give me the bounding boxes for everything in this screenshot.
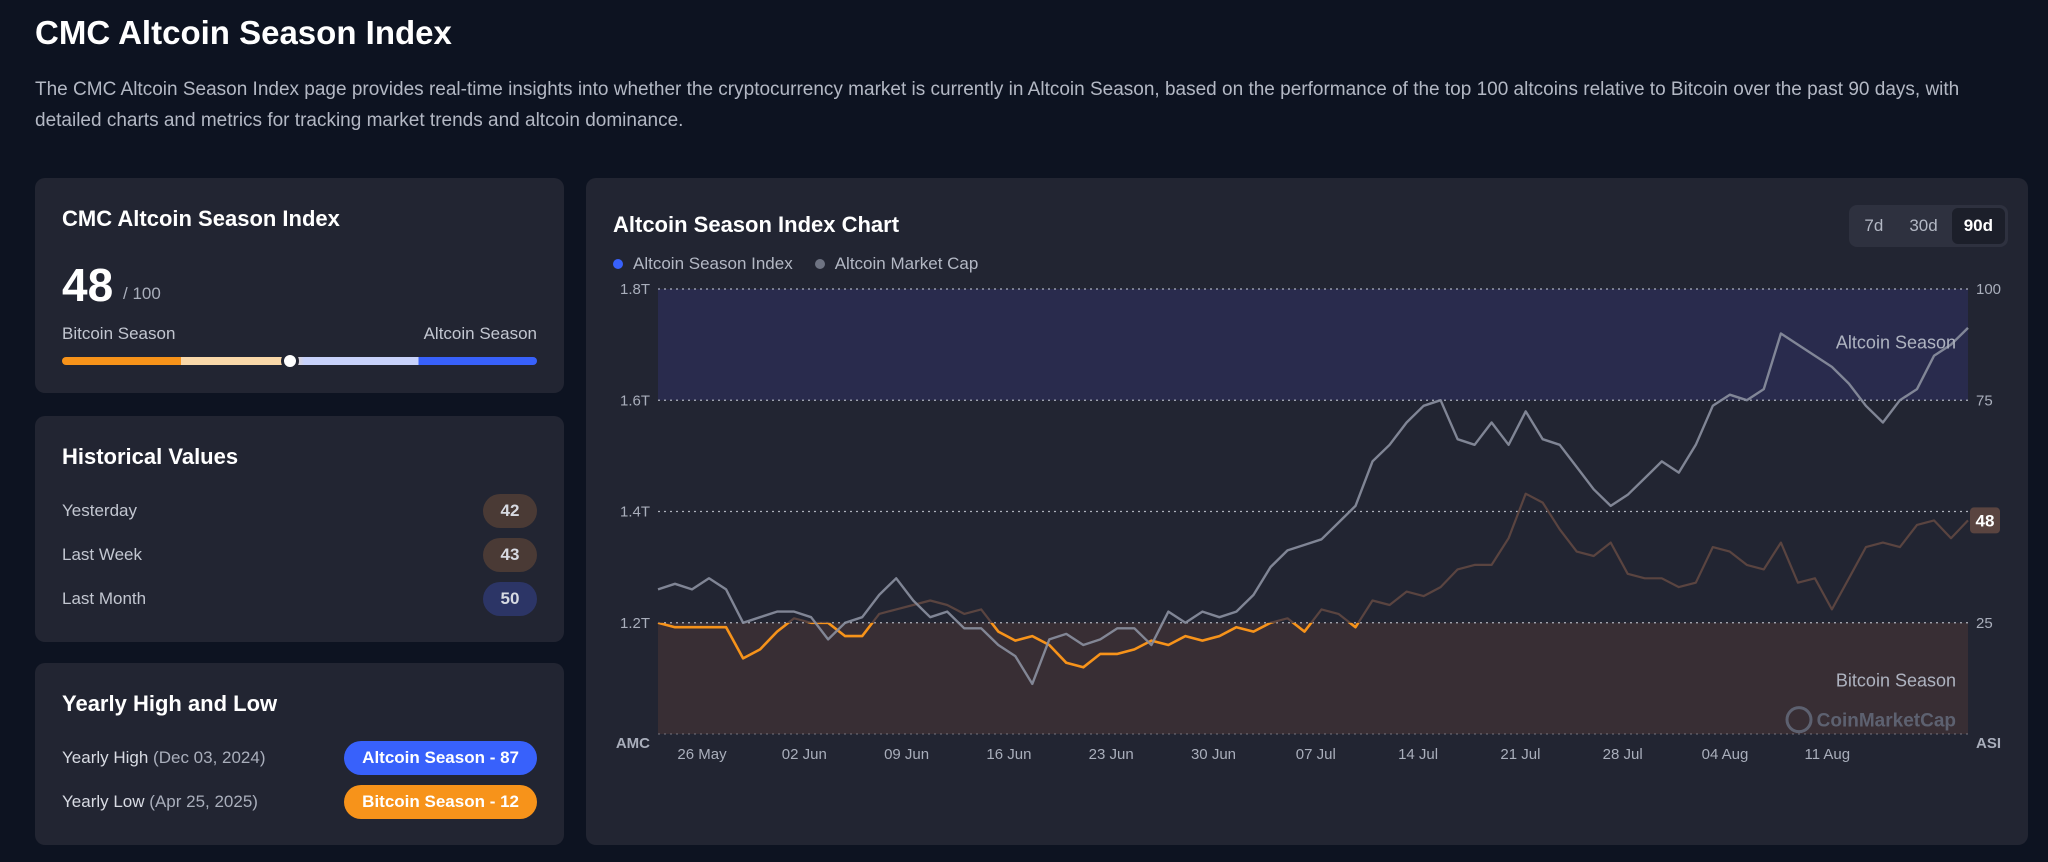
chart-title: Altcoin Season Index Chart <box>613 212 900 237</box>
x-tick-label: 26 May <box>677 746 727 763</box>
x-tick-label: 23 Jun <box>1089 746 1134 763</box>
legend-item-marketcap[interactable]: Altcoin Market Cap <box>814 254 979 274</box>
x-tick-label: 16 Jun <box>986 746 1031 763</box>
y-right-tick-label: 75 <box>1976 392 1993 409</box>
history-row-yesterday: Yesterday 42 <box>62 494 537 530</box>
yearly-low-label: Yearly Low (Apr 25, 2025) <box>62 792 258 812</box>
yearly-high-date: (Dec 03, 2024) <box>153 748 266 767</box>
x-tick-label: 30 Jun <box>1191 746 1236 763</box>
tab-7d[interactable]: 7d <box>1864 216 1884 235</box>
y-left-tick-label: 1.6T <box>620 392 650 409</box>
x-tick-label: 02 Jun <box>782 746 827 763</box>
history-badge: 43 <box>483 538 537 572</box>
yearly-high-badge: Altcoin Season - 87 <box>344 741 537 775</box>
historical-card: Historical Values Yesterday 42 Last Week… <box>35 416 564 642</box>
bitcoin-season-zone-label: Bitcoin Season <box>1836 671 1956 691</box>
market-cap-line <box>657 327 1969 686</box>
page-description: The CMC Altcoin Season Index page provid… <box>35 79 1960 131</box>
yearly-low-badge: Bitcoin Season - 12 <box>344 785 537 819</box>
history-badge: 50 <box>483 582 537 616</box>
y-left-tick-label: 1.2T <box>620 615 650 632</box>
y-left-tick-label: 1.8T <box>620 281 650 298</box>
y-right-tick-label: 100 <box>1976 281 2001 298</box>
bitcoin-season-zone <box>658 622 1968 734</box>
left-axis-title: AMC <box>616 735 650 752</box>
legend-dot-index <box>613 259 623 269</box>
chart-card: 1.8T 1.6T 1.4T 1.2T 100 75 25 AMC ASI 26 May 02 Ju… <box>586 178 2028 845</box>
historical-title: Historical Values <box>62 444 239 469</box>
tab-30d[interactable]: 30d <box>1909 216 1938 235</box>
gauge-label-bitcoin: Bitcoin Season <box>62 324 176 343</box>
chart-legend: Altcoin Season Index Altcoin Market Cap <box>613 254 978 274</box>
history-badge: 42 <box>483 494 537 528</box>
x-tick-label: 09 Jun <box>884 746 929 763</box>
index-card-title: CMC Altcoin Season Index <box>62 206 340 231</box>
current-value-label: 48 <box>1976 511 1995 530</box>
yearly-high-text: Yearly High <box>62 748 149 767</box>
index-card: CMC Altcoin Season Index 48 / 100 Bitcoi… <box>35 178 564 393</box>
gauge-knob <box>281 352 299 370</box>
history-label: Last Week <box>62 545 143 564</box>
y-left-tick-label: 1.4T <box>620 504 650 521</box>
history-row-last-month: Last Month 50 <box>62 582 537 618</box>
x-tick-label: 11 Aug <box>1804 746 1850 763</box>
history-label: Yesterday <box>62 501 137 520</box>
x-tick-label: 07 Jul <box>1296 746 1336 763</box>
x-tick-label: 04 Aug <box>1702 746 1749 763</box>
right-axis-title: ASI <box>1976 735 2001 752</box>
yearly-low-text: Yearly Low <box>62 792 145 811</box>
page-title: CMC Altcoin Season Index <box>35 14 452 51</box>
yearly-high-row: Yearly High (Dec 03, 2024) Altcoin Seaso… <box>62 741 537 775</box>
yearly-card: Yearly High and Low Yearly High (Dec 03,… <box>35 663 564 845</box>
current-value-badge <box>1970 507 2000 534</box>
index-max: / 100 <box>123 284 161 303</box>
x-tick-label: 28 Jul <box>1603 746 1643 763</box>
history-label: Last Month <box>62 589 147 608</box>
yearly-high-label: Yearly High (Dec 03, 2024) <box>62 748 266 768</box>
legend-label-index: Altcoin Season Index <box>633 254 793 273</box>
history-row-last-week: Last Week 43 <box>62 538 537 574</box>
y-right-tick-label: 25 <box>1976 615 1993 632</box>
x-tick-label: 21 Jul <box>1500 746 1540 763</box>
range-tabs: 7d 30d 90d <box>1849 205 2008 247</box>
legend-dot-marketcap <box>814 259 825 269</box>
altcoin-season-zone <box>658 289 1968 401</box>
season-index-chart[interactable]: 1.8T 1.6T 1.4T 1.2T 100 75 25 AMC ASI 26 May 02 Ju… <box>586 178 2028 845</box>
index-value: 48 <box>62 259 114 311</box>
yearly-low-row: Yearly Low (Apr 25, 2025) Bitcoin Season… <box>62 785 537 819</box>
legend-label-marketcap: Altcoin Market Cap <box>834 254 979 273</box>
altcoin-season-zone-label: Altcoin Season <box>1836 332 1956 352</box>
legend-item-index[interactable]: Altcoin Season Index <box>613 254 793 274</box>
x-tick-label: 14 Jul <box>1398 746 1438 763</box>
gauge-label-altcoin: Altcoin Season <box>423 324 537 343</box>
yearly-low-date: (Apr 25, 2025) <box>149 792 258 811</box>
index-line-neutral-segment <box>658 492 1969 623</box>
tab-90d[interactable]: 90d <box>1951 208 2005 244</box>
season-gauge <box>62 352 537 370</box>
watermark: CoinMarketCap <box>1817 711 1956 732</box>
yearly-title: Yearly High and Low <box>62 691 278 716</box>
coinmarketcap-logo-icon <box>1785 706 1813 734</box>
